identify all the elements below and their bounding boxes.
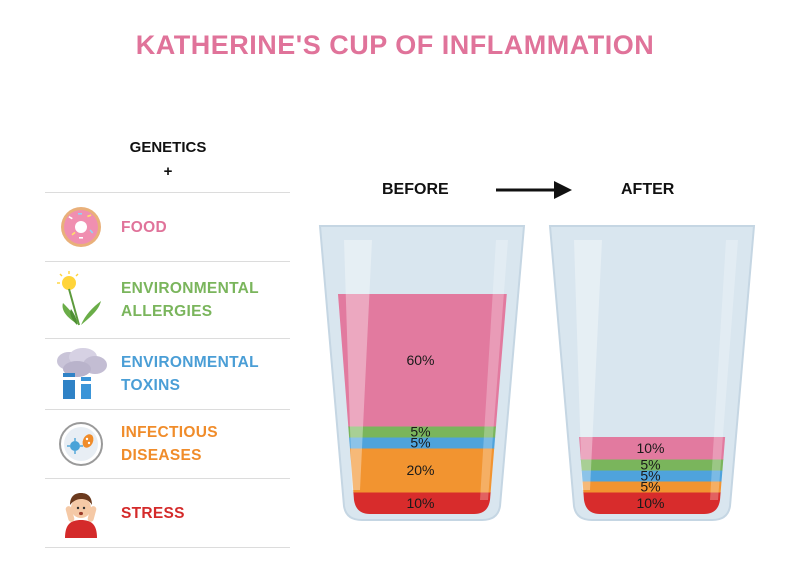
factor-label-allergies: ENVIRONMENTAL ALLERGIES [121, 280, 259, 320]
stressed-person-icon [51, 488, 111, 538]
before-layer-stress [333, 492, 512, 514]
after-layer-infectious-diseases [563, 481, 742, 493]
after-label-infectious-diseases: 5% [640, 479, 660, 495]
before-label-environmental-allergies: 5% [410, 424, 430, 440]
factor-row-toxins: ENVIRONMENTAL TOXINS [45, 338, 290, 409]
before-layer-environmental-allergies [333, 426, 512, 438]
after-layer-stress [563, 492, 742, 514]
before-layer-environmental-toxins [333, 437, 512, 449]
microbe-icon [51, 421, 111, 467]
after-label-food: 10% [636, 440, 664, 456]
before-label-food: 60% [406, 352, 434, 368]
after-label-environmental-toxins: 5% [640, 468, 660, 484]
before-label-infectious-diseases: 20% [406, 462, 434, 478]
factor-label-food: FOOD [121, 218, 167, 236]
after-cup: 10%5%5%5%10% [548, 225, 756, 521]
factor-row-food: FOOD [45, 192, 290, 261]
factor-row-stress: STRESS [45, 478, 290, 548]
after-layer-environmental-allergies [563, 459, 742, 471]
factor-row-infectious: INFECTIOUS DISEASES [45, 409, 290, 478]
after-layer-environmental-toxins [563, 470, 742, 482]
genetics-label: GENETICS [129, 139, 207, 156]
plus-sign: + [163, 163, 173, 180]
factor-label-infectious: INFECTIOUS DISEASES [121, 424, 218, 464]
donut-icon [51, 205, 111, 249]
after-label: AFTER [621, 181, 675, 198]
factor-list: FOOD ENVIRONMENTAL ALLERGIES [45, 192, 290, 548]
before-label: BEFORE [382, 181, 449, 198]
before-layer-infectious-diseases [333, 448, 512, 493]
page-title: KATHERINE'S CUP OF INFLAMMATION [135, 30, 655, 60]
genetics-heading: GENETICS + [122, 136, 214, 184]
dandelion-icon [51, 269, 111, 331]
before-layer-food [333, 294, 512, 427]
after-layer-food [563, 437, 742, 460]
after-label-stress: 10% [636, 495, 664, 511]
arrow-icon [496, 181, 572, 199]
before-label-environmental-toxins: 5% [410, 435, 430, 451]
factor-row-allergies: ENVIRONMENTAL ALLERGIES [45, 261, 290, 338]
smokestack-icon [51, 347, 111, 401]
factor-label-toxins: ENVIRONMENTAL TOXINS [121, 354, 259, 394]
factor-label-stress: STRESS [121, 504, 185, 522]
after-label-environmental-allergies: 5% [640, 457, 660, 473]
before-label-stress: 10% [406, 495, 434, 511]
before-cup: 10% 20% 5%5% 60% [318, 225, 526, 521]
